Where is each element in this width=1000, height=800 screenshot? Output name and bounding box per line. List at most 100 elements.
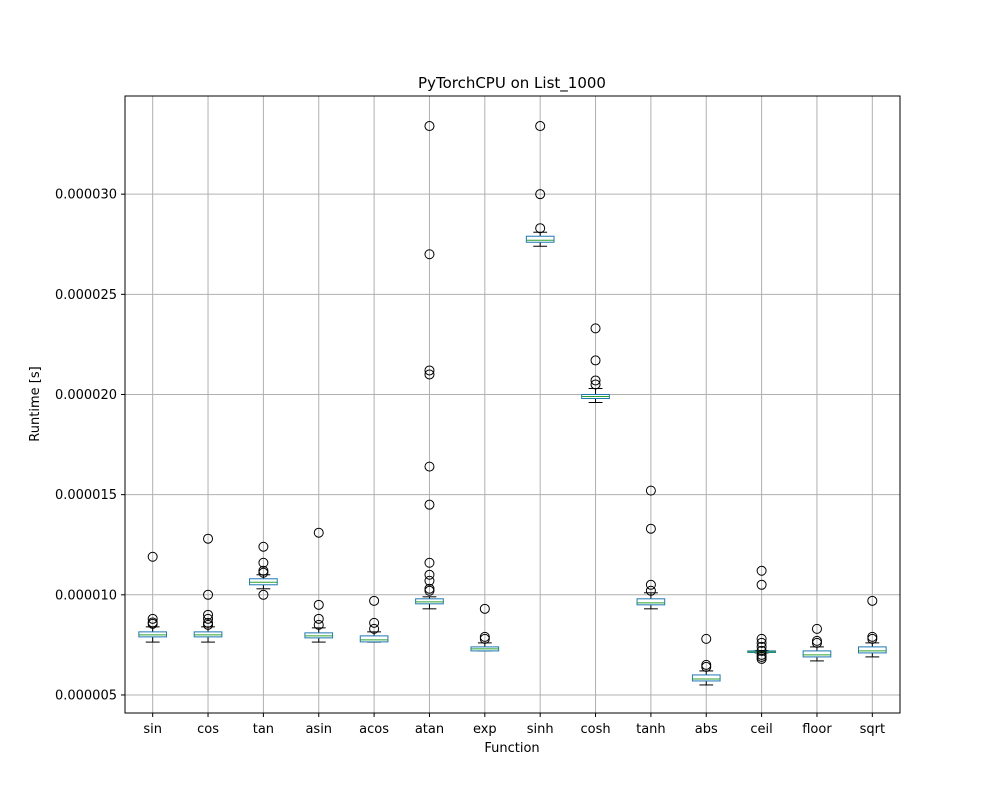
y-tick-label: 0.000020	[55, 388, 117, 403]
outlier-point	[811, 637, 822, 648]
outlier-point	[756, 633, 767, 644]
x-tick-label: exp	[473, 722, 497, 737]
outlier-point	[313, 599, 324, 610]
outlier-point	[424, 249, 435, 260]
outlier-point	[645, 579, 656, 590]
outlier-point	[424, 557, 435, 568]
box-sinh	[525, 121, 555, 247]
outlier-point	[424, 121, 435, 132]
box-iqr	[193, 631, 223, 638]
outlier-point	[645, 585, 656, 596]
outlier-point	[701, 633, 712, 644]
x-axis-label: Function	[484, 741, 539, 756]
outlier-point	[313, 527, 324, 538]
x-tick-label: sqrt	[860, 722, 885, 737]
grid-layer	[125, 96, 900, 713]
outlier-point	[147, 613, 158, 624]
outlier-point	[313, 619, 324, 630]
x-tick-label: tanh	[636, 722, 666, 737]
outlier-point	[424, 575, 435, 586]
x-tick-label: abs	[695, 722, 718, 737]
chart-title: PyTorchCPU on List_1000	[418, 74, 606, 93]
y-tick-label: 0.000005	[55, 688, 117, 703]
outlier-point	[756, 641, 767, 652]
outlier-point	[424, 569, 435, 580]
outlier-point	[203, 533, 214, 544]
outlier-point	[756, 565, 767, 576]
x-tick-label: acos	[359, 722, 389, 737]
outlier-point	[258, 589, 269, 600]
x-tick-label: cos	[197, 722, 219, 737]
outlier-point	[756, 645, 767, 656]
outlier-point	[424, 499, 435, 510]
box-tanh	[636, 485, 666, 610]
outlier-point	[590, 355, 601, 366]
outlier-point	[590, 375, 601, 386]
outlier-point	[811, 623, 822, 634]
outlier-point	[590, 323, 601, 334]
outlier-point	[369, 617, 380, 628]
box-iqr	[802, 650, 832, 658]
outlier-point	[147, 618, 158, 629]
outlier-point	[867, 595, 878, 606]
outlier-point	[258, 541, 269, 552]
x-tick-label: tan	[253, 722, 274, 737]
plot-frame	[124, 95, 901, 714]
box-cos	[193, 533, 223, 643]
box-iqr	[415, 598, 444, 605]
box-exp	[470, 603, 500, 652]
box-cosh	[581, 323, 610, 403]
outlier-point	[424, 369, 435, 380]
outlier-point	[203, 589, 214, 600]
outlier-point	[424, 461, 435, 472]
y-tick-label: 0.000015	[55, 488, 117, 503]
x-tick-label: ceil	[750, 722, 772, 737]
outlier-point	[424, 585, 435, 596]
box-asin	[304, 527, 334, 643]
box-sqrt	[857, 595, 887, 658]
outlier-point	[258, 557, 269, 568]
x-tick-label: atan	[415, 722, 444, 737]
box-abs	[691, 633, 721, 686]
outlier-point	[479, 633, 490, 644]
box-tan	[249, 541, 278, 600]
outlier-point	[645, 523, 656, 534]
box-iqr	[138, 631, 168, 638]
outlier-point	[258, 567, 269, 578]
outlier-point	[590, 379, 601, 390]
outlier-point	[313, 613, 324, 624]
outlier-point	[867, 633, 878, 644]
outlier-point	[756, 579, 767, 590]
box-iqr	[691, 674, 721, 682]
outlier-point	[479, 603, 490, 614]
box-iqr	[525, 235, 555, 243]
box-floor	[802, 623, 832, 662]
x-tick-label: asin	[305, 722, 332, 737]
outlier-point	[424, 365, 435, 376]
outlier-point	[147, 551, 158, 562]
box-sin	[138, 551, 168, 643]
box-iqr	[636, 598, 666, 606]
x-tick-label: sin	[143, 722, 162, 737]
outlier-point	[535, 121, 546, 132]
box-series-group	[138, 121, 887, 686]
outlier-point	[369, 595, 380, 606]
outlier-point	[535, 189, 546, 200]
x-tick-label: sinh	[527, 722, 554, 737]
outlier-point	[203, 619, 214, 630]
x-tick-label: floor	[802, 722, 832, 737]
y-tick-label: 0.000025	[55, 288, 117, 303]
outlier-point	[369, 623, 380, 634]
outlier-point	[535, 223, 546, 234]
box-iqr	[304, 632, 334, 639]
y-axis: 0.000005 0.000010 0.000015 0.000020 0.000025…	[55, 188, 125, 703]
x-axis: sin cos tan asin acos atan exp sinh cosh tanh abs c…	[143, 713, 885, 737]
box-atan	[415, 121, 444, 610]
box-iqr	[359, 635, 389, 643]
outlier-point	[645, 485, 656, 496]
y-tick-label: 0.000010	[55, 588, 117, 603]
box-ceil	[747, 565, 776, 664]
outlier-point	[701, 661, 712, 672]
y-tick-label: 0.000030	[55, 188, 117, 203]
box-acos	[359, 595, 389, 643]
